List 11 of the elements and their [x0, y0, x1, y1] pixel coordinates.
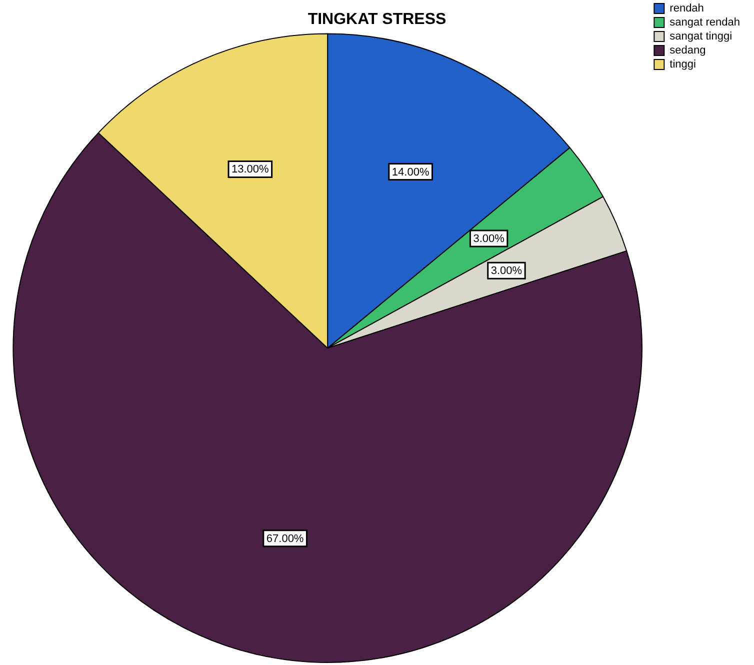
legend-label: sedang: [670, 44, 706, 57]
data-label: 14.00%: [392, 166, 430, 178]
data-label: 3.00%: [473, 233, 505, 246]
legend-label: rendah: [670, 2, 704, 15]
data-label: 13.00%: [232, 164, 270, 176]
legend-label: sangat tinggi: [670, 30, 732, 43]
text: TINGKAT STRESS: [308, 11, 447, 28]
data-label: 3.00%: [490, 265, 522, 278]
data-label: 67.00%: [266, 532, 304, 545]
legend-label: tinggi: [670, 58, 696, 71]
legend-label: sangat rendah: [670, 16, 740, 29]
